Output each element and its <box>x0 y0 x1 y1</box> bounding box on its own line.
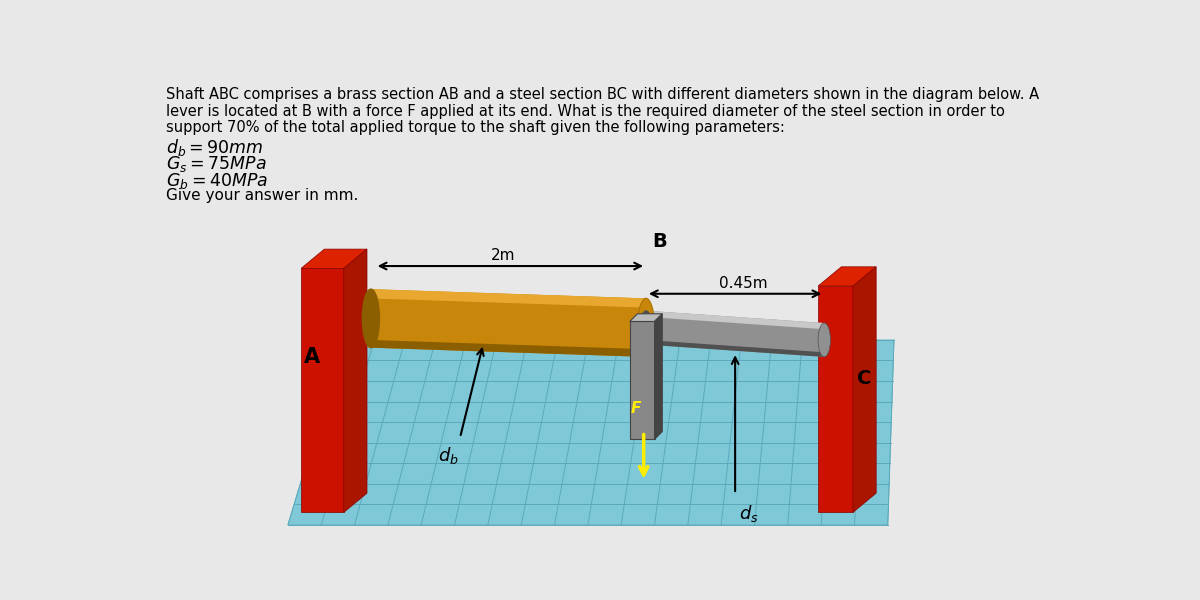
Polygon shape <box>646 340 824 357</box>
Ellipse shape <box>362 289 379 347</box>
Text: 0.45m: 0.45m <box>719 275 767 290</box>
Polygon shape <box>646 311 824 329</box>
Polygon shape <box>646 311 824 357</box>
Polygon shape <box>630 322 654 439</box>
Text: A: A <box>304 347 319 367</box>
Text: lever is located at B with a force F applied at its end. What is the required di: lever is located at B with a force F app… <box>166 104 1004 119</box>
Polygon shape <box>654 314 662 439</box>
Text: $G_b = 40MPa$: $G_b = 40MPa$ <box>166 172 268 191</box>
Bar <box>301 268 343 512</box>
Ellipse shape <box>818 323 830 357</box>
Text: support 70% of the total applied torque to the shaft given the following paramet: support 70% of the total applied torque … <box>166 120 785 135</box>
Ellipse shape <box>637 298 654 357</box>
Polygon shape <box>343 249 367 512</box>
Polygon shape <box>371 340 646 357</box>
Polygon shape <box>301 249 367 268</box>
Polygon shape <box>371 289 646 308</box>
Text: Shaft ABC comprises a brass section AB and a steel section BC with different dia: Shaft ABC comprises a brass section AB a… <box>166 88 1039 103</box>
Polygon shape <box>630 314 662 322</box>
Text: Give your answer in mm.: Give your answer in mm. <box>166 188 358 203</box>
Text: $G_s = 75MPa$: $G_s = 75MPa$ <box>166 154 266 175</box>
Polygon shape <box>371 289 646 357</box>
Polygon shape <box>818 267 876 286</box>
Ellipse shape <box>640 311 653 344</box>
Polygon shape <box>288 340 894 525</box>
Bar <box>818 286 853 512</box>
Text: B: B <box>653 232 667 251</box>
Text: $d_b$: $d_b$ <box>438 445 458 466</box>
Polygon shape <box>853 267 876 512</box>
Text: C: C <box>857 369 871 388</box>
Text: F: F <box>631 401 641 416</box>
Text: 2m: 2m <box>491 248 515 263</box>
Text: $d_b = 90mm$: $d_b = 90mm$ <box>166 137 263 158</box>
Text: $d_s$: $d_s$ <box>739 503 758 524</box>
